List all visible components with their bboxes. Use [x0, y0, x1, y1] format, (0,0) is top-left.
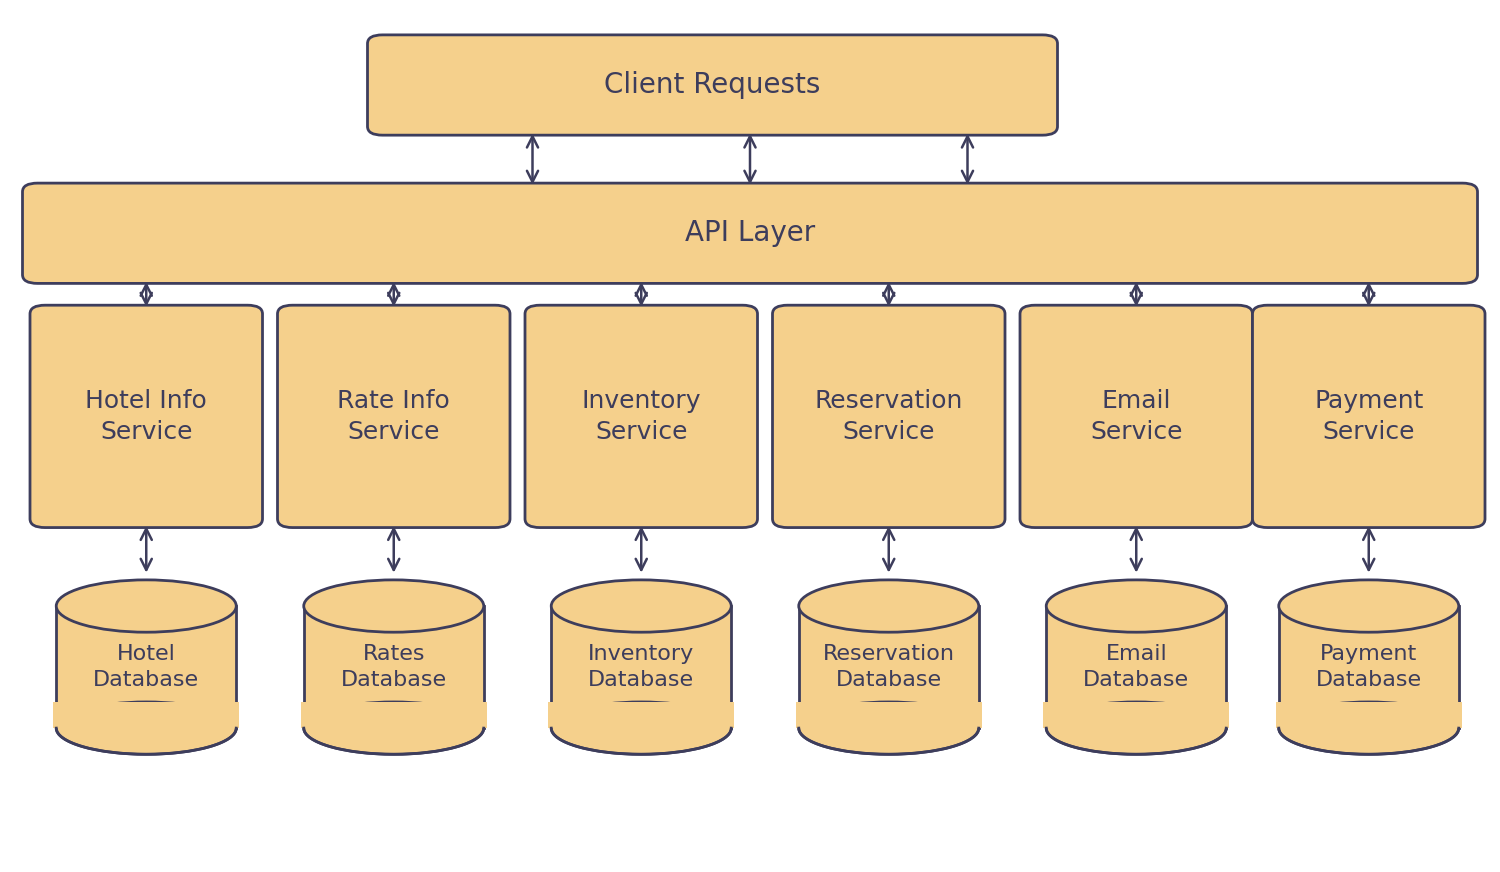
Text: Payment
Service: Payment Service — [1314, 389, 1424, 444]
Text: Reservation
Database: Reservation Database — [822, 644, 954, 691]
Ellipse shape — [1278, 580, 1458, 632]
Bar — [549, 702, 735, 728]
FancyBboxPatch shape — [278, 305, 510, 528]
Bar — [552, 606, 732, 728]
Bar — [1275, 702, 1461, 728]
Text: Inventory
Database: Inventory Database — [588, 644, 694, 691]
Bar — [1278, 606, 1458, 728]
Ellipse shape — [798, 702, 978, 754]
Text: Email
Service: Email Service — [1090, 389, 1182, 444]
Bar — [795, 702, 981, 728]
Ellipse shape — [303, 580, 483, 632]
Text: Reservation
Service: Reservation Service — [815, 389, 963, 444]
Ellipse shape — [57, 702, 237, 754]
Ellipse shape — [552, 580, 732, 632]
Text: Inventory
Service: Inventory Service — [582, 389, 700, 444]
FancyBboxPatch shape — [1020, 305, 1252, 528]
FancyBboxPatch shape — [772, 305, 1005, 528]
Ellipse shape — [1047, 580, 1227, 632]
Text: Email
Database: Email Database — [1083, 644, 1190, 691]
Text: Hotel Info
Service: Hotel Info Service — [86, 389, 207, 444]
Text: API Layer: API Layer — [686, 219, 814, 248]
Bar — [54, 702, 240, 728]
Bar — [1047, 606, 1227, 728]
Bar — [300, 702, 486, 728]
Bar — [1044, 702, 1230, 728]
FancyBboxPatch shape — [30, 305, 262, 528]
Ellipse shape — [552, 702, 732, 754]
Bar — [303, 606, 483, 728]
Text: Hotel
Database: Hotel Database — [93, 644, 200, 691]
FancyBboxPatch shape — [22, 183, 1478, 283]
FancyBboxPatch shape — [1252, 305, 1485, 528]
Ellipse shape — [303, 702, 483, 754]
Ellipse shape — [57, 580, 237, 632]
Text: Payment
Database: Payment Database — [1316, 644, 1422, 691]
Text: Rate Info
Service: Rate Info Service — [338, 389, 450, 444]
Bar — [57, 606, 237, 728]
Bar — [798, 606, 978, 728]
FancyBboxPatch shape — [368, 35, 1058, 135]
Ellipse shape — [798, 580, 978, 632]
Ellipse shape — [1047, 702, 1227, 754]
Text: Rates
Database: Rates Database — [340, 644, 447, 691]
Ellipse shape — [1278, 702, 1458, 754]
FancyBboxPatch shape — [525, 305, 758, 528]
Text: Client Requests: Client Requests — [604, 71, 820, 99]
